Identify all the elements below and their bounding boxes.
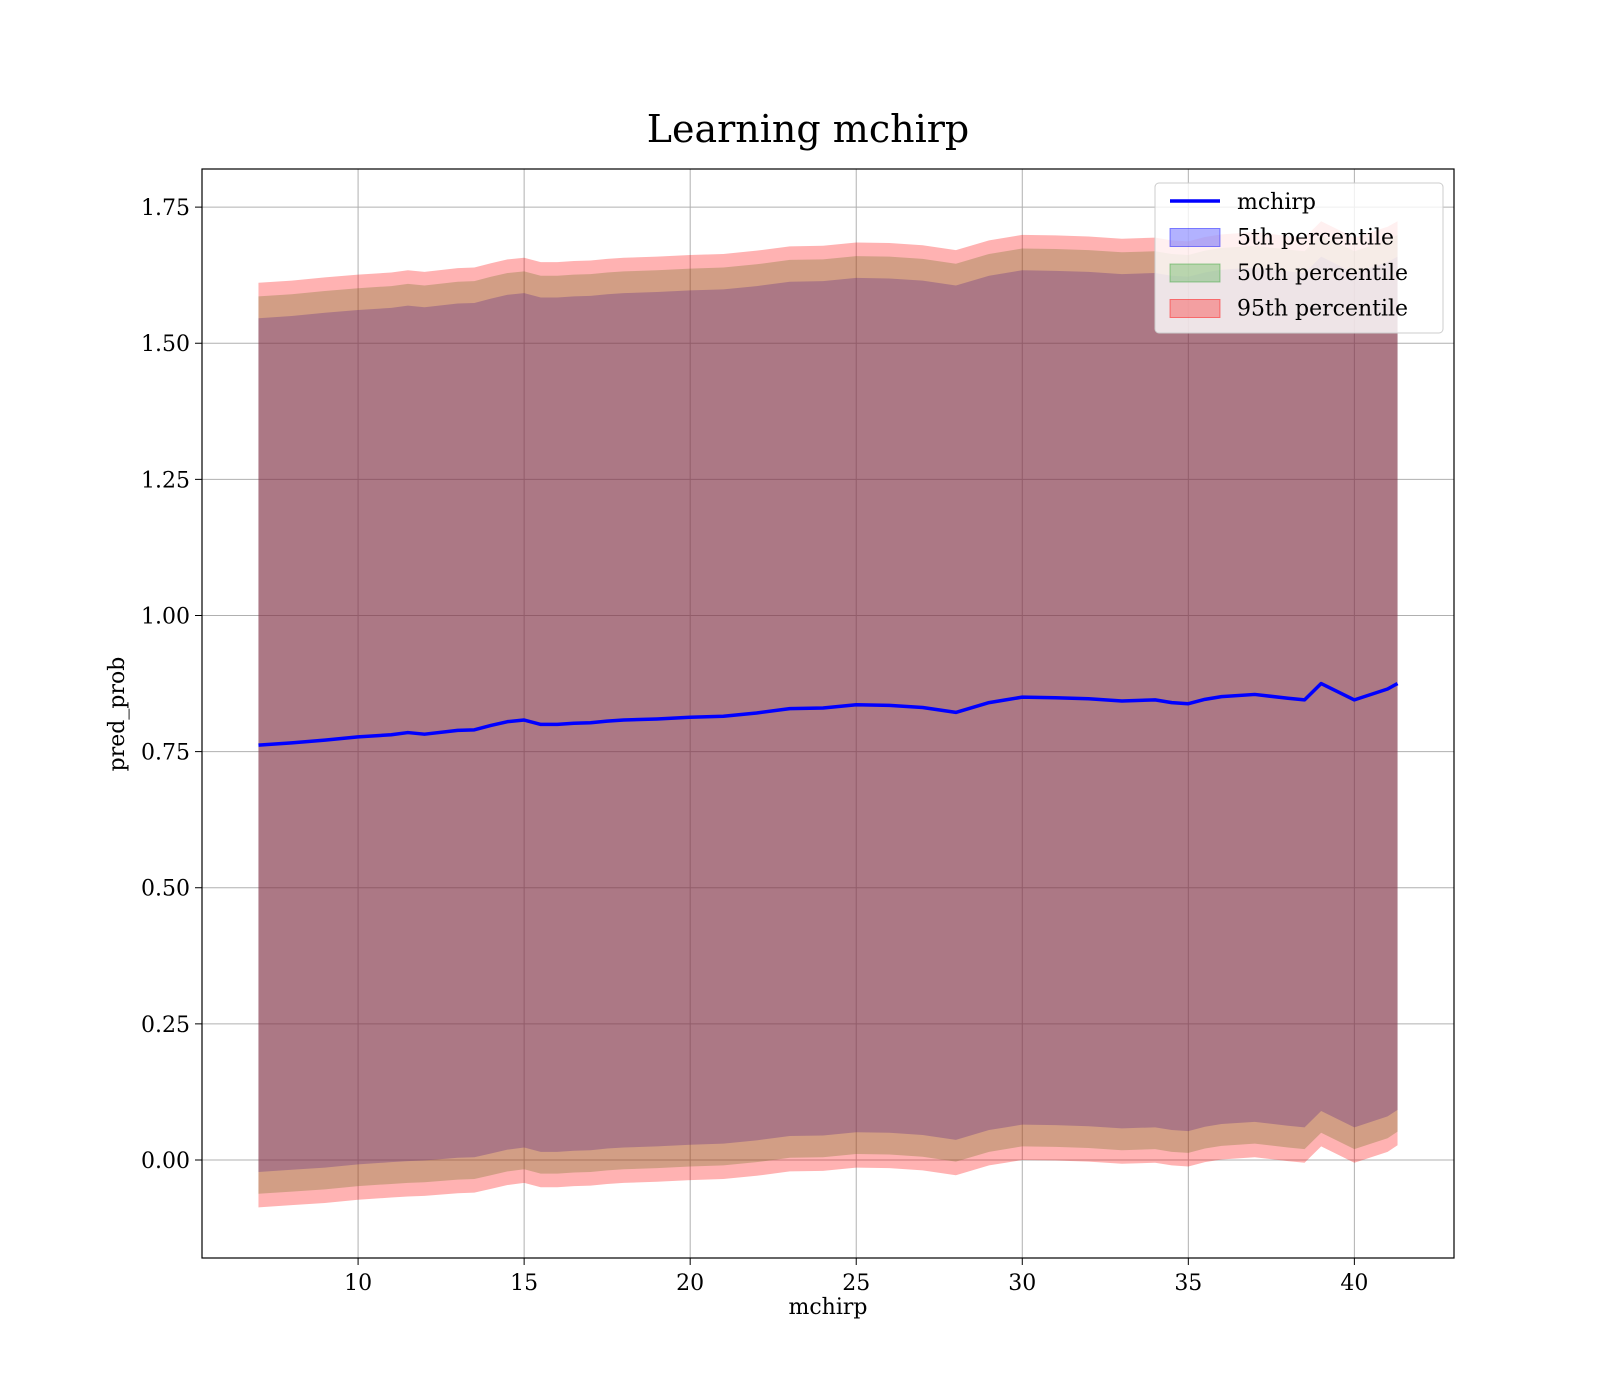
5th-percentile-band bbox=[258, 256, 1398, 1172]
x-tick-label: 25 bbox=[842, 1271, 870, 1296]
50th-percentile-band bbox=[258, 234, 1398, 1194]
x-tick-label: 15 bbox=[510, 1271, 538, 1296]
x-tick-label: 35 bbox=[1174, 1271, 1202, 1296]
y-tick-label: 1.75 bbox=[141, 196, 190, 221]
plot-area-frame bbox=[201, 168, 1455, 1259]
legend: mchirp 5th percentile 50th percentile 95th … bbox=[1154, 182, 1444, 334]
y-axis-ticks: 0.00 0.25 0.50 0.75 1.00 1.25 1.50 1.75 bbox=[141, 196, 202, 1174]
y-tick-label: 0.25 bbox=[141, 1013, 190, 1038]
legend-label: mchirp bbox=[1237, 190, 1316, 215]
x-axis-ticks: 10 15 20 25 30 35 40 bbox=[344, 1258, 1368, 1296]
y-tick-label: 1.00 bbox=[141, 604, 190, 629]
mchirp-line bbox=[258, 681, 1399, 747]
legend-label: 5th percentile bbox=[1237, 226, 1394, 251]
y-axis-label: pred_prob bbox=[105, 657, 130, 772]
legend-swatch-band bbox=[1169, 263, 1221, 283]
y-tick-label: 0.75 bbox=[141, 741, 190, 766]
chart-title: Learning mchirp bbox=[647, 107, 969, 151]
x-axis-label: mchirp bbox=[789, 1295, 868, 1320]
y-tick-label: 0.00 bbox=[141, 1149, 190, 1174]
legend-label: 50th percentile bbox=[1237, 261, 1408, 286]
legend-swatch-band bbox=[1169, 228, 1221, 247]
series-lines bbox=[258, 681, 1399, 747]
legend-label: 95th percentile bbox=[1237, 297, 1408, 322]
y-tick-label: 0.50 bbox=[141, 877, 190, 902]
legend-box bbox=[1154, 182, 1444, 334]
x-tick-label: 20 bbox=[676, 1271, 704, 1296]
y-tick-label: 1.25 bbox=[141, 468, 190, 493]
y-tick-label: 1.50 bbox=[141, 332, 190, 357]
x-tick-label: 30 bbox=[1008, 1271, 1036, 1296]
percentile-bands bbox=[258, 221, 1398, 1208]
x-tick-label: 10 bbox=[344, 1271, 372, 1296]
x-tick-label: 40 bbox=[1340, 1271, 1368, 1296]
95th-percentile-band bbox=[258, 221, 1398, 1208]
grid-lines bbox=[202, 169, 1454, 1258]
legend-swatch-band bbox=[1169, 299, 1221, 318]
